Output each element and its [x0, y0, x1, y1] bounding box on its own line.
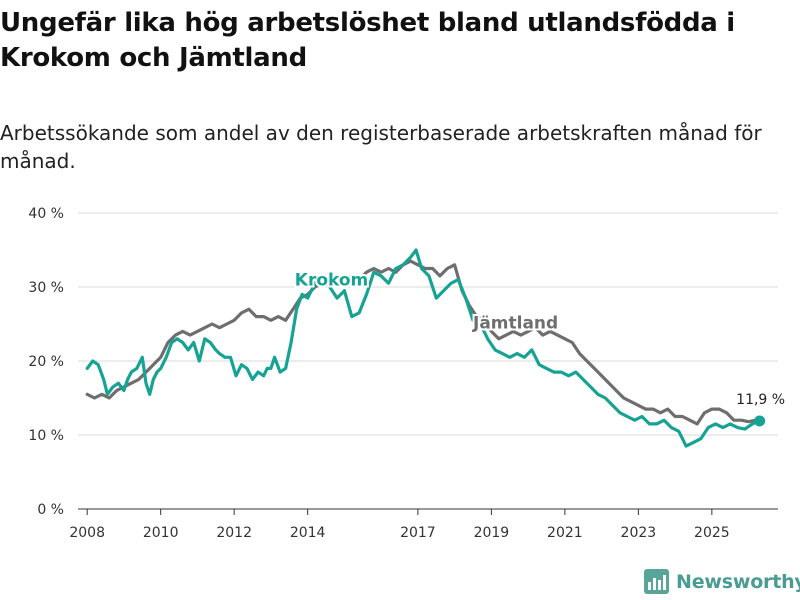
y-tick-label: 20 %	[28, 354, 64, 370]
chart-title: Ungefär lika hög arbetslöshet bland utla…	[0, 8, 735, 73]
series-label-jamtland: Jämtland	[472, 313, 558, 333]
y-tick-label: 0 %	[37, 502, 64, 518]
y-tick-label: 40 %	[28, 206, 64, 222]
x-tick-label: 2023	[621, 525, 657, 541]
y-tick-label: 10 %	[28, 428, 64, 444]
x-tick-label: 2008	[69, 525, 105, 541]
end-marker: 11,9 %	[736, 392, 785, 427]
y-axis-ticks: 0 % 10 % 20 % 30 % 40 %	[28, 206, 64, 518]
end-point-marker	[754, 415, 766, 427]
series-labels: Krokom Jämtland	[293, 269, 560, 336]
x-tick-label: 2012	[216, 525, 252, 541]
x-tick-label: 2019	[474, 525, 510, 541]
x-tick-label: 2010	[143, 525, 179, 541]
x-axis-ticks: 2008 2010 2012 2014 2017 2019 2021 2023 2025	[69, 509, 730, 541]
x-tick-label: 2021	[547, 525, 583, 541]
series-label-krokom: Krokom	[295, 271, 368, 291]
x-tick-label: 2025	[694, 525, 730, 541]
brand-name: Newsworthy	[676, 570, 800, 593]
chart-subtitle: Arbetssökande som andel av den registerb…	[0, 121, 762, 173]
series-line-jamtland	[85, 259, 762, 426]
series-line-krokom	[85, 248, 762, 448]
newsworthy-logo-icon	[644, 569, 669, 594]
x-tick-label: 2014	[290, 525, 326, 541]
end-value-label: 11,9 %	[736, 392, 785, 408]
grid-lines	[78, 212, 778, 510]
newsworthy-brand[interactable]: Newsworthy	[644, 569, 800, 594]
series-lines	[85, 248, 762, 448]
y-tick-label: 30 %	[28, 280, 64, 296]
x-tick-label: 2017	[400, 525, 436, 541]
